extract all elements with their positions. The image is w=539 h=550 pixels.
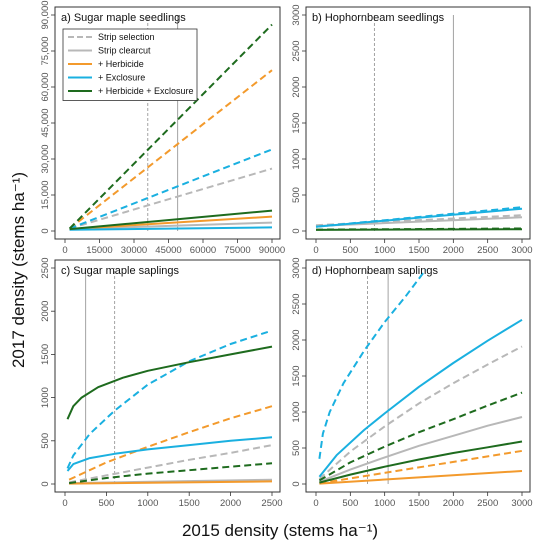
panel-d-y-tick-label: 2000 bbox=[291, 329, 302, 350]
panel-d-x-tick-label: 0 bbox=[313, 498, 318, 509]
panel-a-x-tick-label: 15000 bbox=[86, 245, 112, 256]
panel-b-x-tick-label: 500 bbox=[342, 245, 358, 256]
panel-b-y-tick-label: 2000 bbox=[291, 76, 302, 97]
legend-label-herbicide: + Herbicide bbox=[98, 59, 144, 69]
panel-d-title: d) Hophornbeam saplings bbox=[312, 265, 438, 277]
panel-a-series-strip-selection bbox=[69, 167, 273, 230]
panel-b-y-tick-label: 0 bbox=[291, 228, 302, 233]
panel-d-x-tick-label: 2000 bbox=[443, 498, 464, 509]
panel-a-x-tick-label: 45000 bbox=[155, 245, 181, 256]
panel-d-series-strip-clearcut bbox=[319, 416, 523, 483]
panel-d-frame bbox=[305, 259, 531, 493]
panel-d-series-strip-selection-herbicide bbox=[319, 449, 523, 485]
panel-d-y-tick-label: 500 bbox=[291, 440, 302, 456]
panel-a-x-tick-label: 75000 bbox=[224, 245, 250, 256]
panel-b-series-strip-clearcut-herbicide-exclosure bbox=[315, 228, 523, 231]
figure-y-axis-title: 2017 density (stems ha⁻¹) bbox=[9, 172, 28, 368]
panel-b-y-tick-label: 1000 bbox=[291, 148, 302, 169]
panel-c-series-strip-selection-herbicide-exclosure bbox=[68, 462, 273, 485]
panel-d-series-strip-selection-herbicide-exclosure bbox=[318, 391, 523, 482]
panel-a-y-tick-label: 30,000 bbox=[40, 144, 51, 173]
panel-d-y-tick-label: 1500 bbox=[291, 365, 302, 386]
panels: 0 15000 30000 45000 60000 75000 90000015,00030… bbox=[40, 0, 533, 509]
panel-a-x-tick-label: 90000 bbox=[259, 245, 285, 256]
panel-c-y-tick-label: 1000 bbox=[40, 387, 51, 408]
panel-d-y-tick-label: 0 bbox=[291, 481, 302, 486]
panel-c-y-tick-label: 500 bbox=[40, 433, 51, 449]
panel-c-x-tick-label: 1000 bbox=[137, 498, 158, 509]
panel-d-y-tick-label: 2500 bbox=[291, 293, 302, 314]
legend-label-exclosure: + Exclosure bbox=[98, 73, 145, 83]
panel-c: 0 500 1000 1500 2000 2500 0 500 1000 1500 2000 2500… bbox=[40, 257, 283, 509]
legend-label-strip-clearcut: Strip clearcut bbox=[98, 46, 151, 56]
panel-a-title: a) Sugar maple seedlings bbox=[61, 12, 186, 24]
legend-label-herbicide-exclosure: + Herbicide + Exclosure bbox=[98, 86, 194, 96]
panel-d-y-tick-label: 3000 bbox=[291, 257, 302, 278]
panel-c-x-tick-label: 1500 bbox=[179, 498, 200, 509]
panel-a-y-tick-label: 60,000 bbox=[40, 72, 51, 101]
panel-b-x-tick-label: 2000 bbox=[443, 245, 464, 256]
panel-d: 0 500 1000 1500 2000 2500 3000 0 500 1000 1500 2000… bbox=[291, 257, 533, 509]
panel-c-series-strip-selection-herbicide bbox=[68, 405, 273, 481]
panel-d-x-tick-label: 1000 bbox=[374, 498, 395, 509]
panel-b-x-tick-label: 0 bbox=[313, 245, 318, 256]
panel-a-y-tick-label: 0 bbox=[40, 228, 51, 233]
panel-c-x-tick-label: 500 bbox=[98, 498, 114, 509]
panel-c-series-strip-clearcut-herbicide bbox=[69, 480, 273, 485]
panel-b-frame bbox=[305, 6, 531, 240]
panel-c-y-tick-label: 2500 bbox=[40, 257, 51, 278]
panel-d-series-strip-selection-exclosure bbox=[318, 268, 427, 459]
panel-a-y-tick-label: 15,000 bbox=[40, 180, 51, 209]
panel-c-x-tick-label: 0 bbox=[62, 498, 67, 509]
panel-a-series-strip-selection-exclosure bbox=[69, 148, 273, 230]
panel-b-y-tick-label: 1500 bbox=[291, 112, 302, 133]
panel-d-x-tick-label: 1500 bbox=[408, 498, 429, 509]
panel-b-x-tick-label: 1500 bbox=[408, 245, 429, 256]
panel-d-series-strip-selection bbox=[318, 345, 523, 480]
panel-d-y-tick-label: 1000 bbox=[291, 401, 302, 422]
panel-c-y-tick-label: 0 bbox=[40, 481, 51, 486]
panel-a-x-tick-label: 0 bbox=[62, 245, 67, 256]
panel-d-x-tick-label: 500 bbox=[342, 498, 358, 509]
panel-d-series-strip-clearcut-herbicide-exclosure bbox=[319, 440, 523, 484]
panel-c-x-tick-label: 2500 bbox=[261, 498, 282, 509]
panel-c-y-tick-label: 2000 bbox=[40, 301, 51, 322]
panel-c-series-strip-selection-exclosure bbox=[66, 330, 269, 469]
panel-b-x-tick-label: 2500 bbox=[477, 245, 498, 256]
panel-c-series-strip-clearcut-exclosure bbox=[66, 436, 273, 472]
panel-c-title: c) Sugar maple saplings bbox=[61, 265, 180, 277]
panel-a-y-tick-label: 45,000 bbox=[40, 108, 51, 137]
panel-b-series-strip-clearcut-exclosure bbox=[315, 207, 523, 228]
panel-a-series-strip-clearcut-exclosure bbox=[69, 226, 273, 231]
panel-c-x-tick-label: 2000 bbox=[220, 498, 241, 509]
panel-d-series-strip-clearcut-herbicide bbox=[319, 470, 523, 485]
panel-b-y-tick-label: 2500 bbox=[291, 40, 302, 61]
panel-a-series-strip-selection-herbicide bbox=[68, 69, 273, 230]
panel-a-series-strip-selection-herbicide-exclosure bbox=[68, 23, 273, 230]
panel-c-y-tick-label: 1500 bbox=[40, 344, 51, 365]
panel-a-y-tick-label: 90,000 bbox=[40, 0, 51, 29]
legend: Strip selection Strip clearcut + Herbicide… bbox=[62, 28, 198, 101]
panel-b-x-tick-label: 1000 bbox=[374, 245, 395, 256]
panel-d-x-tick-label: 3000 bbox=[511, 498, 532, 509]
panel-b-y-tick-label: 3000 bbox=[291, 4, 302, 25]
panel-a-y-tick-label: 75,000 bbox=[40, 36, 51, 65]
panel-b-x-tick-label: 3000 bbox=[511, 245, 532, 256]
panel-b: 0 500 1000 1500 2000 2500 3000 0 500 1000 1500 2000… bbox=[291, 4, 533, 256]
panel-b-shaded-region bbox=[316, 15, 522, 231]
panel-c-frame bbox=[54, 259, 281, 493]
panel-d-shaded-region bbox=[316, 268, 522, 484]
panel-d-x-tick-label: 2500 bbox=[477, 498, 498, 509]
figure-x-axis-title: 2015 density (stems ha⁻¹) bbox=[182, 521, 378, 540]
panel-c-series-strip-clearcut-herbicide-exclosure bbox=[66, 345, 273, 420]
panel-b-y-tick-label: 500 bbox=[291, 187, 302, 203]
panel-d-series-strip-clearcut-exclosure bbox=[318, 318, 523, 478]
panel-a-series-strip-clearcut-herbicide-exclosure bbox=[69, 209, 273, 231]
panel-c-series-strip-selection bbox=[68, 444, 273, 484]
legend-label-strip-selection: Strip selection bbox=[98, 32, 155, 42]
panel-a-x-tick-label: 30000 bbox=[121, 245, 147, 256]
panel-a-x-tick-label: 60000 bbox=[190, 245, 216, 256]
panel-b-title: b) Hophornbeam seedlings bbox=[312, 12, 445, 24]
